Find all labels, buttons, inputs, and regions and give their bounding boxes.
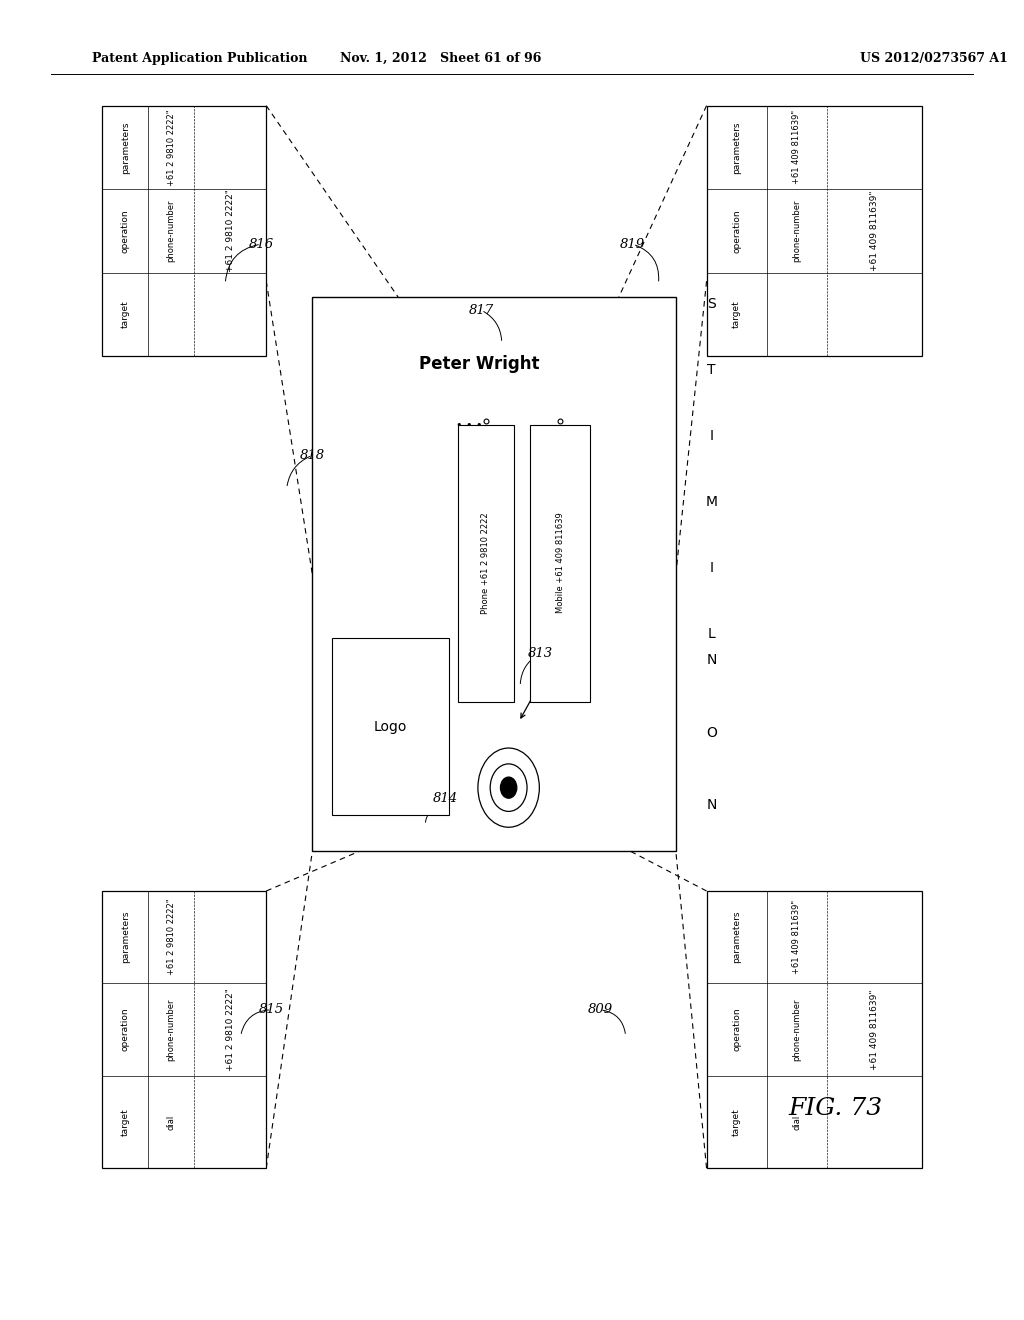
Bar xyxy=(707,106,922,356)
Text: target: target xyxy=(121,1107,130,1137)
Text: operation: operation xyxy=(732,209,741,253)
Bar xyxy=(102,106,266,356)
Text: parameters: parameters xyxy=(121,121,130,174)
Bar xyxy=(458,425,514,702)
Text: parameters: parameters xyxy=(121,911,130,964)
Text: Logo: Logo xyxy=(374,719,408,734)
Text: 813: 813 xyxy=(528,647,553,660)
Text: 817: 817 xyxy=(469,304,494,317)
Text: +61 2 9810 2222": +61 2 9810 2222" xyxy=(167,110,176,186)
Text: US 2012/0273567 A1: US 2012/0273567 A1 xyxy=(860,51,1008,65)
Text: +61 2 9810 2222": +61 2 9810 2222" xyxy=(225,190,234,272)
Text: O: O xyxy=(707,726,717,739)
Bar xyxy=(530,425,591,702)
Text: Mobile +61 409 811639: Mobile +61 409 811639 xyxy=(556,512,565,614)
Text: S: S xyxy=(708,297,716,310)
Bar xyxy=(707,891,922,1168)
Text: T: T xyxy=(708,363,716,376)
Circle shape xyxy=(501,777,517,799)
Text: phone-number: phone-number xyxy=(167,199,176,263)
Text: phone-number: phone-number xyxy=(167,998,176,1061)
Bar xyxy=(312,297,676,851)
Text: N: N xyxy=(707,799,717,812)
Text: dial: dial xyxy=(167,1114,176,1130)
Text: +61 409 811639": +61 409 811639" xyxy=(869,990,879,1069)
Text: +61 409 811639": +61 409 811639" xyxy=(793,900,802,974)
Text: Phone +61 2 9810 2222: Phone +61 2 9810 2222 xyxy=(481,512,490,614)
Text: 814: 814 xyxy=(433,792,458,805)
Text: N: N xyxy=(707,653,717,667)
Text: +61 409 811639": +61 409 811639" xyxy=(869,191,879,271)
Text: I: I xyxy=(710,429,714,442)
Text: phone-number: phone-number xyxy=(793,199,802,263)
Text: target: target xyxy=(732,301,741,329)
Text: dial: dial xyxy=(793,1114,802,1130)
Text: operation: operation xyxy=(732,1007,741,1052)
Text: Peter Wright: Peter Wright xyxy=(419,355,540,372)
Text: Nov. 1, 2012   Sheet 61 of 96: Nov. 1, 2012 Sheet 61 of 96 xyxy=(340,51,541,65)
Text: 816: 816 xyxy=(249,238,273,251)
Text: target: target xyxy=(121,301,130,329)
Text: parameters: parameters xyxy=(732,911,741,964)
Text: operation: operation xyxy=(121,209,130,253)
Text: parameters: parameters xyxy=(732,121,741,174)
Text: +61 409 811639": +61 409 811639" xyxy=(793,111,802,185)
Text: Patent Application Publication: Patent Application Publication xyxy=(92,51,307,65)
Text: operation: operation xyxy=(121,1007,130,1052)
Text: 819: 819 xyxy=(621,238,645,251)
Text: +61 2 9810 2222": +61 2 9810 2222" xyxy=(225,989,234,1071)
Text: M: M xyxy=(706,495,718,508)
Text: phone-number: phone-number xyxy=(793,998,802,1061)
Text: +61 2 9810 2222": +61 2 9810 2222" xyxy=(167,899,176,975)
Text: 809: 809 xyxy=(588,1003,612,1016)
Text: 818: 818 xyxy=(300,449,325,462)
Text: target: target xyxy=(732,1107,741,1137)
Text: • • •: • • • xyxy=(456,420,482,429)
Bar xyxy=(102,891,266,1168)
Text: L: L xyxy=(708,627,716,640)
Text: I: I xyxy=(710,561,714,574)
Text: FIG. 73: FIG. 73 xyxy=(788,1097,883,1121)
Bar xyxy=(333,638,449,816)
Text: 815: 815 xyxy=(259,1003,284,1016)
